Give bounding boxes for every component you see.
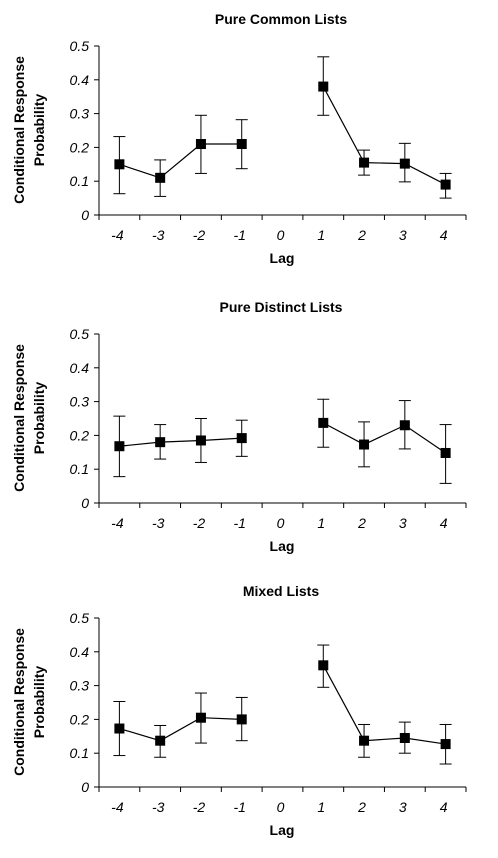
x-tick-label: 4	[440, 227, 448, 243]
y-tick-label: 0.2	[70, 139, 90, 155]
chart-svg: Pure Distinct Lists 0 0.1 0.2 0.3 0.4 0.5 -4 -3 -…	[11, 299, 467, 554]
data-point-marker	[195, 712, 206, 723]
y-tick-label: 0.3	[70, 678, 90, 694]
y-axis-title-line2: Probability	[31, 382, 47, 455]
y-tick-label: 0.5	[70, 610, 90, 626]
data-point-marker	[399, 158, 410, 169]
y-tick-label: 0.4	[70, 72, 90, 88]
chart-panel-1: Pure Common Lists 0 0.1 0.2 0.3 0.4 0.5 -4 -3 -2 -…	[0, 0, 498, 286]
x-axis-title: Lag	[270, 538, 295, 554]
series-line	[119, 143, 242, 179]
x-tick-label: 4	[440, 799, 448, 815]
y-tick-label: 0	[81, 779, 89, 795]
y-axis-title-line2: Probability	[31, 94, 47, 167]
data-point-marker	[399, 732, 410, 743]
data-point-marker	[236, 139, 247, 150]
data-point-marker	[114, 723, 125, 734]
y-tick-label: 0.1	[70, 745, 89, 761]
data-point-marker	[114, 441, 125, 452]
y-tick-label: 0	[81, 207, 89, 223]
y-tick-label: 0.3	[70, 106, 90, 122]
y-tick-label: 0.2	[70, 711, 90, 727]
data-point-marker	[318, 417, 329, 428]
x-tick-label: -1	[233, 799, 245, 815]
data-point-marker	[318, 81, 329, 92]
x-tick-label: -4	[111, 227, 124, 243]
x-tick-label: -3	[152, 227, 165, 243]
x-tick-label: -2	[193, 799, 206, 815]
series-line	[322, 86, 446, 186]
y-tick-label: 0.1	[70, 173, 89, 189]
y-tick-label: 0.1	[70, 461, 89, 477]
data-point-marker	[440, 179, 451, 190]
data-point-marker	[114, 159, 125, 170]
x-tick-label: 0	[277, 227, 285, 243]
data-point-marker	[195, 435, 206, 446]
chart-title: Pure Common Lists	[215, 11, 347, 27]
chart-title: Pure Distinct Lists	[220, 299, 343, 315]
data-point-marker	[195, 139, 206, 150]
data-point-marker	[236, 714, 247, 725]
data-point-marker	[236, 433, 247, 444]
x-tick-label: 1	[317, 227, 325, 243]
x-tick-label: -2	[193, 227, 206, 243]
series-line	[119, 437, 242, 447]
data-point-marker	[359, 439, 370, 450]
y-axis-title: Conditional Response	[11, 56, 27, 204]
chart-svg: Pure Common Lists 0 0.1 0.2 0.3 0.4 0.5 -4 -3 -2 -…	[11, 11, 467, 266]
x-tick-label: -3	[152, 515, 165, 531]
data-point-marker	[155, 172, 166, 183]
x-tick-label: 2	[357, 799, 366, 815]
x-tick-label: -2	[193, 515, 206, 531]
x-tick-label: -4	[111, 799, 124, 815]
x-tick-label: 0	[277, 515, 285, 531]
x-tick-label: 4	[440, 515, 448, 531]
x-tick-label: 1	[317, 515, 325, 531]
x-axis-title: Lag	[270, 822, 295, 838]
data-point-marker	[318, 660, 329, 671]
y-tick-label: 0.2	[70, 427, 90, 443]
y-axis-title: Conditional Response	[11, 344, 27, 492]
series-line	[322, 665, 446, 745]
chart-title: Mixed Lists	[243, 583, 319, 599]
y-tick-label: 0.5	[70, 38, 90, 54]
data-point-marker	[440, 739, 451, 750]
y-axis-title-line2: Probability	[31, 666, 47, 739]
x-tick-label: -4	[111, 515, 124, 531]
x-axis-title: Lag	[270, 250, 295, 266]
y-tick-label: 0.3	[70, 394, 90, 410]
x-tick-label: 0	[277, 799, 285, 815]
x-tick-label: -1	[233, 515, 245, 531]
x-tick-label: 1	[317, 799, 325, 815]
x-tick-label: 2	[357, 515, 366, 531]
data-point-marker	[399, 420, 410, 431]
x-tick-label: 3	[399, 515, 407, 531]
y-tick-label: 0.4	[70, 644, 90, 660]
x-tick-label: 2	[357, 227, 366, 243]
data-point-marker	[359, 735, 370, 746]
data-point-marker	[155, 735, 166, 746]
data-point-marker	[440, 447, 451, 458]
x-tick-label: 3	[399, 799, 407, 815]
chart-svg: Mixed Lists 0 0.1 0.2 0.3 0.4 0.5 -4 -3 -2 -1 0 1 2 3 4…	[11, 583, 467, 838]
x-tick-label: 3	[399, 227, 407, 243]
y-tick-label: 0	[81, 495, 89, 511]
series-line	[322, 422, 446, 454]
x-tick-label: -3	[152, 799, 165, 815]
data-point-marker	[155, 437, 166, 448]
y-tick-label: 0.5	[70, 326, 90, 342]
x-tick-label: -1	[233, 227, 245, 243]
data-point-marker	[359, 157, 370, 168]
chart-panel-3: Mixed Lists 0 0.1 0.2 0.3 0.4 0.5 -4 -3 -2 -1 0 1 2 3 4…	[0, 572, 498, 858]
y-axis-title: Conditional Response	[11, 628, 27, 776]
chart-panel-2: Pure Distinct Lists 0 0.1 0.2 0.3 0.4 0.5 -4 -3 -…	[0, 288, 498, 574]
series-line	[119, 717, 242, 742]
y-tick-label: 0.4	[70, 360, 90, 376]
